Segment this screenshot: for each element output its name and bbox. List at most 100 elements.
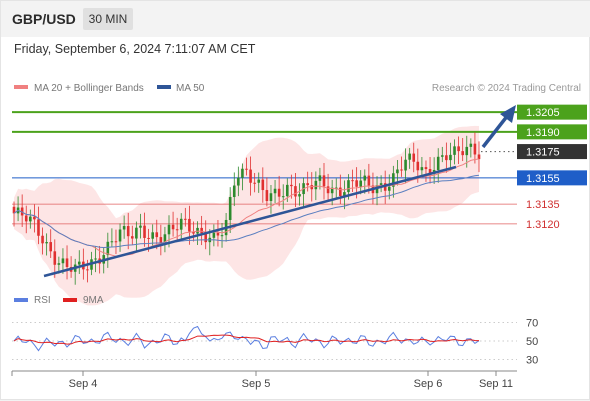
moving-averages-layer [13,158,480,257]
ma50-legend-label: MA 50 [176,83,205,94]
candle [65,245,69,280]
candle [449,142,452,171]
ma20-legend-swatch [14,85,28,89]
candle [179,213,183,242]
candle [404,148,407,184]
candle [473,132,477,164]
candle [306,171,309,192]
x-tick-label: Sep 5 [242,378,271,390]
candle [245,157,248,176]
candle [241,163,244,191]
candle [106,232,110,268]
candle [41,227,44,255]
candle [322,162,326,200]
candle [232,172,236,207]
candle [424,160,428,182]
candle [110,228,114,248]
candle [326,173,330,201]
candle [420,157,424,177]
candle [257,172,261,193]
candle [294,172,297,207]
candle [440,146,444,163]
candle [261,167,265,203]
candle [171,211,175,237]
price-label-1.3120: 1.3120 [526,219,560,231]
candle [367,163,371,194]
candle [159,224,163,256]
candle [220,223,224,248]
price-label-1.3155: 1.3155 [526,173,560,185]
candle [453,139,456,165]
candle [269,185,273,214]
x-tick-label: Sep 6 [414,378,443,390]
symbol-title: GBP/USD [12,11,76,27]
candle [379,175,383,193]
x-tick-label: Sep 4 [69,378,98,390]
price-label-1.3175: 1.3175 [526,147,560,159]
rsi-legend-label: RSI [34,295,51,306]
candle [151,224,154,246]
rsi-ma-line [13,334,480,345]
candle [175,217,179,242]
candle [253,172,256,193]
candle [436,148,440,183]
candle [216,220,220,247]
legend-layer: MA 20 + Bollinger Bands MA 50 Research ©… [14,83,581,306]
candle [249,156,252,196]
candle [363,169,367,194]
candle [237,166,240,197]
ma50-line [13,174,480,249]
candle [139,213,142,239]
candle [445,142,448,173]
bollinger-bands-layer [14,125,479,306]
candle [281,184,285,210]
x-tick-label: Sep 11 [479,378,513,390]
candle [45,233,48,256]
candle [24,205,28,234]
candle [118,223,122,252]
candle [457,136,460,165]
candle [184,207,187,227]
price-tag-1.3175 [517,144,587,160]
ma20-legend-label: MA 20 + Bollinger Bands [34,83,144,94]
rsi-tick-label: 30 [526,354,538,366]
price-tag-1.3205 [517,104,587,120]
candle [343,180,346,210]
report-datetime: Friday, September 6, 2024 7:11:07 AM CET [14,42,256,56]
x-axis: Sep 4 Sep 5 Sep 6 Sep 11 [11,370,517,390]
candle [135,221,138,251]
price-tag-1.3155 [517,170,587,186]
candle [126,212,130,250]
candle [469,138,473,158]
price-label-1.3135: 1.3135 [526,199,560,211]
candle [77,250,81,274]
timeframe-badge[interactable]: 30 MIN [83,8,133,30]
candle [277,175,281,207]
price-labels-layer: 1.3205 1.3190 1.3175 1.3155 1.3135 1.3120 [517,104,587,231]
candle [392,165,395,198]
candle [290,174,293,199]
candle [37,206,40,245]
forecast-arrow-shaft [481,113,510,149]
uptrend-line [43,165,457,278]
candle [228,187,232,234]
candle [33,204,36,233]
candle [94,246,97,273]
rsi-ma-legend-label: 9MA [83,295,104,306]
candle [408,147,411,169]
candle [204,220,208,250]
candle [163,226,167,253]
candle [477,141,481,173]
trendline-layer [43,105,516,278]
candle [122,215,126,239]
rsi-panel: 70 50 30 [12,318,538,366]
rsi-tick-label: 50 [526,336,538,348]
forecast-arrow-head [500,105,516,123]
candle [400,156,403,177]
candle [212,224,216,247]
candle [461,138,464,162]
price-tag-1.3190 [517,124,587,140]
candle [273,180,277,204]
